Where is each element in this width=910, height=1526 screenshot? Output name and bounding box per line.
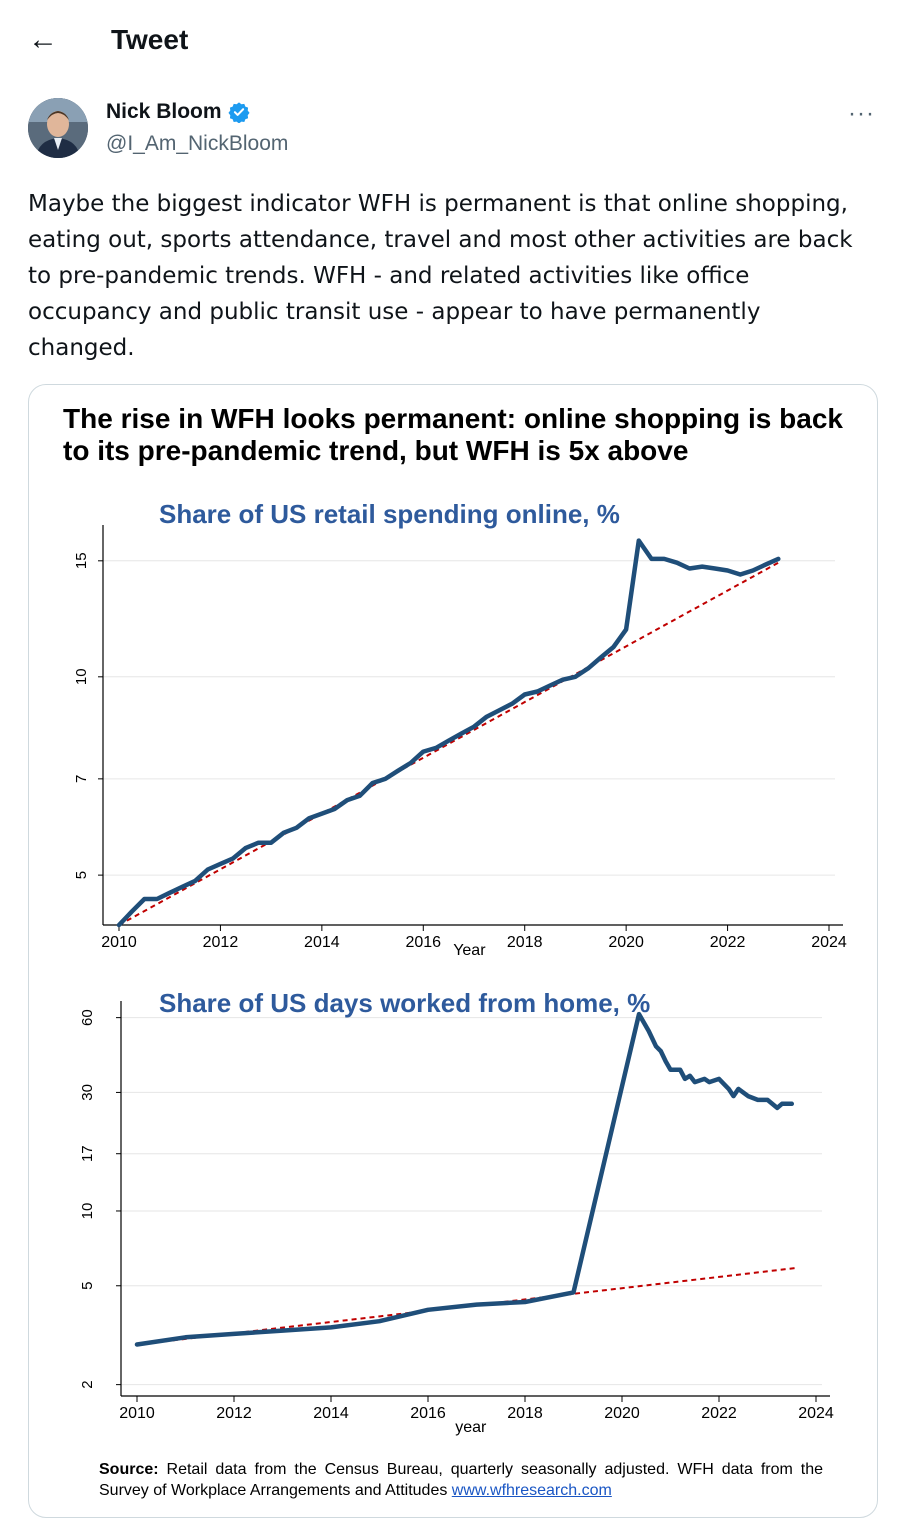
- x-tick-label: 2020: [604, 1405, 640, 1422]
- tweet-text: Maybe the biggest indicator WFH is perma…: [28, 191, 853, 361]
- x-tick-label: 2022: [710, 934, 746, 951]
- x-tick-label: 2014: [313, 1405, 349, 1422]
- source-note: Source: Retail data from the Census Bure…: [99, 1459, 823, 1501]
- card-title: The rise in WFH looks permanent: online …: [63, 403, 843, 466]
- top-bar: ← Tweet: [0, 0, 910, 82]
- x-tick-label: 2014: [304, 934, 340, 951]
- more-options-icon[interactable]: ···: [848, 100, 875, 127]
- x-tick-label: 2012: [216, 1405, 252, 1422]
- x-tick-label: 2024: [811, 934, 847, 951]
- x-tick-label: 2018: [507, 934, 543, 951]
- author-name[interactable]: Nick Bloom: [106, 98, 250, 126]
- arrow-left-icon[interactable]: ←: [28, 23, 58, 56]
- y-tick-label: 15: [73, 552, 90, 569]
- chart-title: Share of US retail spending online, %: [159, 499, 620, 529]
- x-axis-label: Year: [453, 942, 486, 959]
- author-name-text: Nick Bloom: [106, 100, 222, 123]
- x-tick-label: 2012: [203, 934, 239, 951]
- x-tick-label: 2020: [608, 934, 644, 951]
- retail-online-chart: 5 7 10 15 2010 2012 2014 2016 2018 2020 2022 2024 Ye…: [73, 499, 847, 959]
- x-tick-label: 2010: [101, 934, 137, 951]
- y-tick-label: 10: [79, 1203, 96, 1220]
- y-tick-label: 5: [79, 1282, 96, 1290]
- y-tick-label: 2: [79, 1380, 96, 1388]
- verified-badge-icon: [227, 101, 250, 124]
- avatar[interactable]: [28, 98, 88, 158]
- x-axis-label: year: [455, 1419, 487, 1436]
- x-tick-label: 2010: [119, 1405, 155, 1422]
- x-tick-label: 2016: [405, 934, 441, 951]
- wfh-days-chart: 2 5 10 17 30 60 2010 2012 2014 2016 2018 2020 2022 20…: [79, 988, 834, 1436]
- media-card[interactable]: The rise in WFH looks permanent: online …: [28, 384, 878, 1518]
- y-tick-label: 60: [79, 1009, 96, 1026]
- x-tick-label: 2018: [507, 1405, 543, 1422]
- source-text: Retail data from the Census Bureau, quar…: [99, 1461, 823, 1499]
- y-tick-label: 17: [79, 1145, 96, 1162]
- y-tick-label: 7: [73, 775, 90, 783]
- avatar-photo: [28, 98, 88, 158]
- x-tick-label: 2024: [798, 1405, 834, 1422]
- series-line: [116, 538, 781, 928]
- author-handle[interactable]: @I_Am_NickBloom: [106, 132, 289, 155]
- source-link[interactable]: www.wfhresearch.com: [451, 1482, 612, 1499]
- y-tick-label: 5: [73, 871, 90, 879]
- source-label: Source:: [99, 1461, 159, 1478]
- page-title: Tweet: [111, 24, 189, 55]
- trend-line: [118, 561, 779, 926]
- x-tick-label: 2022: [701, 1405, 737, 1422]
- y-tick-label: 10: [73, 668, 90, 685]
- x-tick-label: 2016: [410, 1405, 446, 1422]
- y-tick-label: 30: [79, 1084, 96, 1101]
- series-line: [134, 1011, 795, 1347]
- chart-title: Share of US days worked from home, %: [159, 988, 650, 1018]
